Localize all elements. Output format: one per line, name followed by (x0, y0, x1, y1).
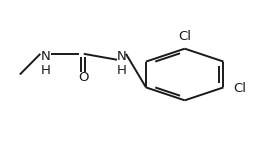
Text: Cl: Cl (178, 30, 191, 43)
Text: H: H (117, 64, 127, 77)
Text: N: N (41, 50, 50, 63)
Text: H: H (41, 64, 50, 77)
Text: O: O (78, 71, 88, 84)
Text: Cl: Cl (234, 82, 247, 95)
Text: N: N (117, 50, 127, 63)
